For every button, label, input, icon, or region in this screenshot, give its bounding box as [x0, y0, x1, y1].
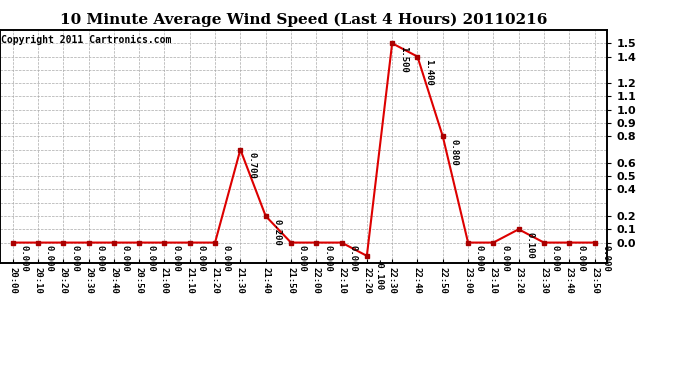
Text: 0.700: 0.700: [247, 152, 256, 179]
Text: 0.000: 0.000: [348, 245, 357, 272]
Text: 0.000: 0.000: [323, 245, 332, 272]
Text: 0.000: 0.000: [576, 245, 585, 272]
Text: 0.000: 0.000: [500, 245, 509, 272]
Text: Copyright 2011 Cartronics.com: Copyright 2011 Cartronics.com: [1, 34, 172, 45]
Text: 0.200: 0.200: [273, 219, 282, 246]
Title: 10 Minute Average Wind Speed (Last 4 Hours) 20110216: 10 Minute Average Wind Speed (Last 4 Hou…: [60, 13, 547, 27]
Text: 0.000: 0.000: [146, 245, 155, 272]
Text: 1.500: 1.500: [399, 46, 408, 73]
Text: 0.000: 0.000: [298, 245, 307, 272]
Text: 0.100: 0.100: [526, 232, 535, 259]
Text: 0.000: 0.000: [222, 245, 231, 272]
Text: 0.000: 0.000: [19, 245, 28, 272]
Text: 0.000: 0.000: [121, 245, 130, 272]
Text: -0.100: -0.100: [374, 259, 383, 291]
Text: 0.000: 0.000: [551, 245, 560, 272]
Text: 0.000: 0.000: [45, 245, 54, 272]
Text: 1.400: 1.400: [424, 59, 433, 86]
Text: 0.000: 0.000: [95, 245, 104, 272]
Text: 0.000: 0.000: [171, 245, 180, 272]
Text: 0.800: 0.800: [450, 139, 459, 166]
Text: 0.000: 0.000: [197, 245, 206, 272]
Text: 0.000: 0.000: [70, 245, 79, 272]
Text: 0.000: 0.000: [475, 245, 484, 272]
Text: 0.000: 0.000: [602, 245, 611, 272]
